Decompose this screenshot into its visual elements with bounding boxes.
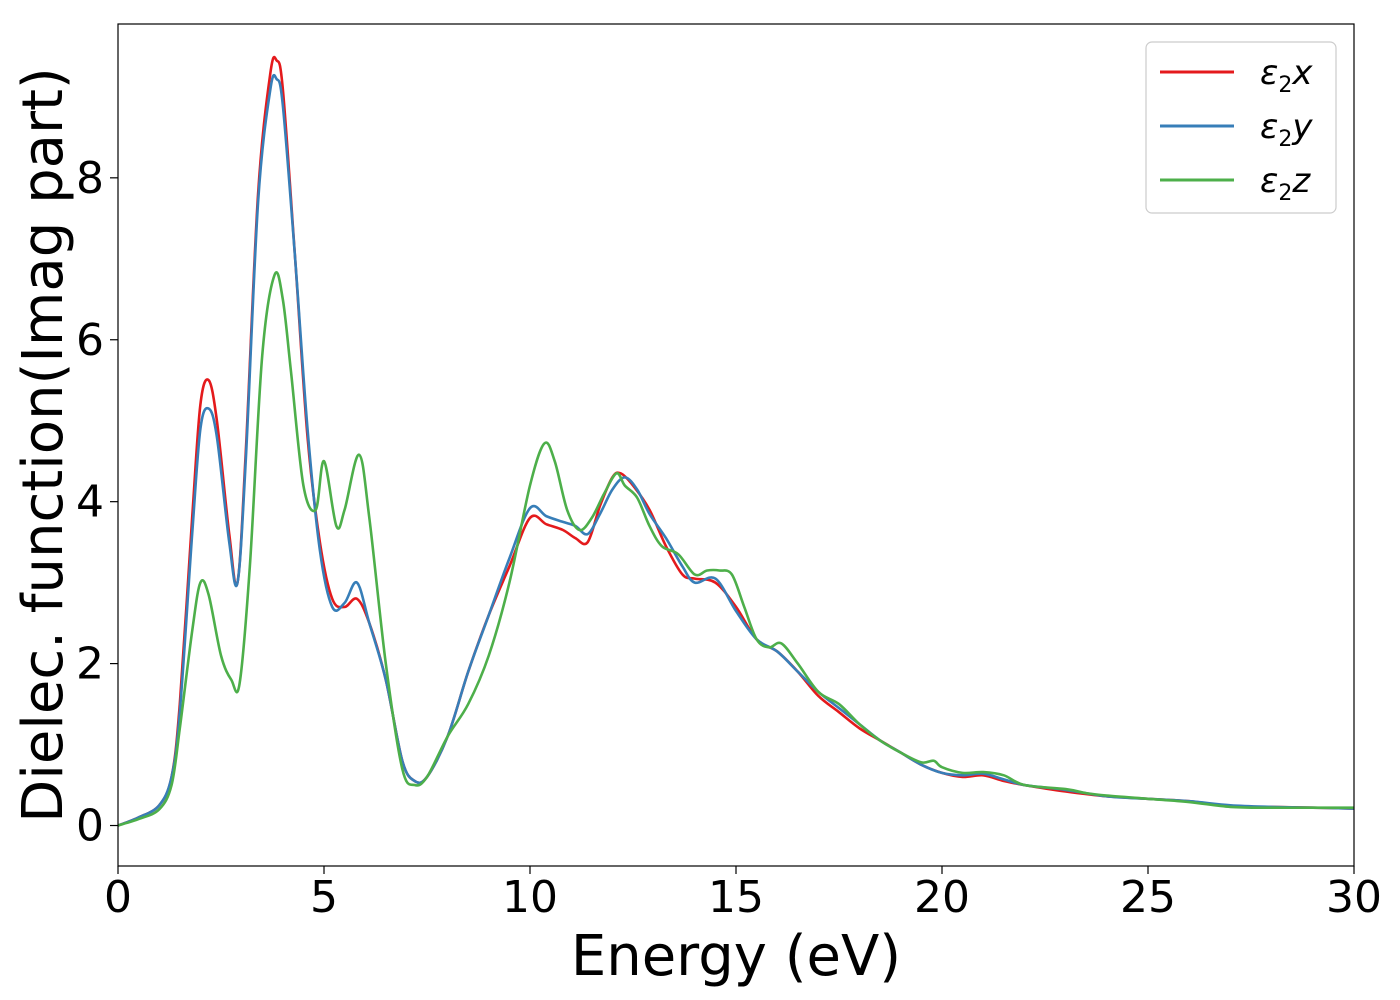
legend-label-z: ε2z	[1260, 161, 1311, 206]
y-tick-label: 2	[76, 639, 104, 690]
x-tick-label: 0	[104, 872, 132, 923]
x-tick-label: 20	[914, 872, 970, 923]
y-tick-label: 6	[76, 315, 104, 366]
y-axis-label: Dielec. function(Imag part)	[11, 67, 76, 823]
x-tick-label: 30	[1326, 872, 1382, 923]
y-tick-label: 4	[76, 477, 104, 528]
series-line-z	[117, 271, 1354, 827]
series-line-y	[117, 73, 1355, 827]
x-axis-label: Energy (eV)	[571, 924, 901, 989]
x-tick-label: 15	[708, 872, 764, 923]
series-layer	[117, 55, 1355, 827]
y-tick-label: 0	[76, 801, 104, 852]
x-axis-ticks: 0 5 10 15 20 25 30	[104, 866, 1382, 923]
legend-label-y: ε2y	[1260, 107, 1313, 152]
y-tick-label: 8	[76, 153, 104, 204]
x-tick-label: 25	[1120, 872, 1176, 923]
legend: ε2x ε2y ε2z	[1145, 41, 1337, 214]
x-tick-label: 5	[310, 872, 338, 923]
y-axis-ticks: 0 2 4 6 8	[76, 153, 118, 852]
legend-label-x: ε2x	[1260, 53, 1313, 98]
legend-frame	[1145, 41, 1337, 214]
x-tick-label: 10	[502, 872, 558, 923]
